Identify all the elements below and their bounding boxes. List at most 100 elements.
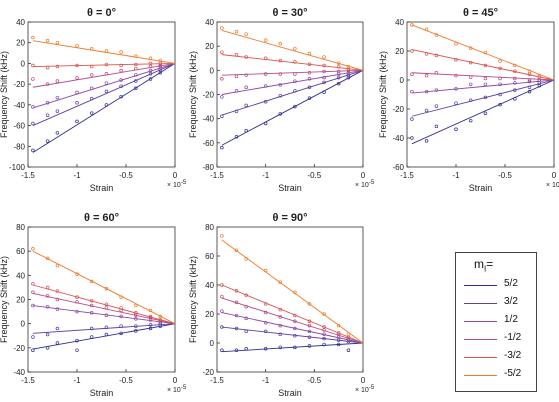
data-point: [119, 324, 123, 328]
data-point: [234, 326, 239, 331]
data-point: [263, 268, 268, 273]
data-point: [234, 348, 239, 353]
data-point: [483, 82, 488, 87]
data-point: [158, 318, 163, 322]
y-tick-label: 0: [400, 76, 405, 85]
data-point: [424, 73, 429, 78]
x-exponent: × 10-5: [355, 385, 375, 394]
y-tick-label: -60: [392, 163, 404, 172]
data-point: [75, 63, 79, 68]
y-axis-label: Frequency Shift (kHz): [378, 51, 388, 138]
legend-swatch: [464, 339, 497, 340]
x-tick-label: 0: [361, 376, 366, 385]
x-exponent: × 10-5: [167, 180, 187, 189]
data-point: [244, 32, 248, 36]
data-point: [483, 63, 488, 68]
y-tick-label: -40: [13, 101, 25, 110]
data-point: [307, 70, 312, 75]
data-point: [322, 342, 326, 347]
x-tick-label: -1.5: [210, 171, 224, 180]
data-point: [293, 290, 297, 295]
data-point: [293, 89, 297, 93]
data-point: [234, 29, 239, 34]
x-tick-label: -1: [262, 376, 270, 385]
data-point: [263, 84, 268, 88]
data-point: [134, 54, 138, 58]
data-point: [31, 121, 35, 126]
data-point: [336, 81, 341, 86]
data-point: [346, 332, 351, 337]
data-point: [307, 302, 312, 306]
data-point: [307, 96, 312, 100]
data-point: [244, 305, 248, 309]
data-point: [31, 335, 35, 339]
x-axis-label: Strain: [469, 183, 493, 193]
data-point: [31, 303, 35, 308]
fit-line-3: [221, 312, 364, 344]
data-point: [322, 90, 326, 94]
data-point: [134, 313, 138, 317]
data-point: [336, 75, 341, 80]
chart-panel-4: θ = 60° -1.5 -1 -0.5 0 -40 -20 0 20 40 60 80 Strain F…: [0, 212, 187, 398]
data-point: [263, 310, 268, 315]
chart-title: θ = 60°: [84, 212, 119, 224]
y-tick-label: 80: [205, 223, 214, 232]
y-tick-label: -20: [202, 91, 214, 100]
fit-line-6: [221, 30, 364, 71]
data-point: [527, 79, 532, 84]
data-point: [244, 257, 248, 261]
data-point: [104, 306, 109, 310]
data-point: [104, 62, 109, 67]
data-point: [307, 62, 312, 67]
data-point: [468, 75, 473, 79]
x-tick-label: -1.5: [400, 171, 414, 180]
data-point: [434, 33, 439, 37]
data-point: [263, 99, 268, 104]
data-point: [134, 73, 138, 77]
y-tick-label: -40: [392, 134, 404, 143]
x-tick-label: -0.5: [119, 376, 133, 385]
data-point: [307, 344, 312, 348]
data-point: [278, 112, 283, 116]
data-point: [220, 95, 224, 99]
data-point: [119, 295, 123, 299]
data-point: [31, 77, 35, 81]
data-point: [434, 88, 439, 92]
x-axis-label: Strain: [278, 183, 302, 193]
y-tick-label: -60: [202, 139, 214, 148]
x-tick-label: -0.5: [498, 171, 512, 180]
data-point: [45, 113, 50, 117]
chart-panel-1: θ = 0° -1.5 -1 -0.5 0 -100 -80 -60 -40 -20 0 20 40 St…: [0, 7, 187, 193]
data-point: [104, 81, 109, 85]
data-point: [336, 342, 341, 347]
x-tick-label: -1.5: [21, 376, 35, 385]
data-point: [346, 348, 351, 353]
data-point: [55, 64, 60, 69]
data-point: [513, 76, 517, 81]
y-tick-label: 20: [205, 310, 214, 319]
data-point: [278, 332, 283, 337]
data-point: [307, 77, 312, 81]
data-point: [263, 302, 268, 306]
y-tick-label: 0: [21, 320, 26, 329]
data-point: [513, 69, 517, 74]
data-point: [293, 60, 297, 64]
data-point: [537, 75, 542, 79]
x-axis-label: Strain: [90, 183, 114, 193]
y-axis-label: Frequency Shift (kHz): [188, 256, 198, 343]
data-point: [45, 294, 50, 298]
data-point: [322, 69, 326, 74]
fit-line-6: [221, 239, 364, 344]
fit-line-5: [221, 284, 364, 344]
data-point: [278, 83, 283, 87]
y-tick-label: 60: [205, 252, 214, 261]
axes-frame: [216, 226, 364, 373]
data-point: [89, 311, 94, 315]
data-point: [336, 323, 341, 328]
data-point: [527, 69, 532, 74]
data-point: [483, 50, 488, 55]
data-point: [293, 46, 297, 51]
data-point: [220, 325, 224, 329]
data-point: [55, 307, 60, 311]
data-point: [263, 56, 268, 60]
